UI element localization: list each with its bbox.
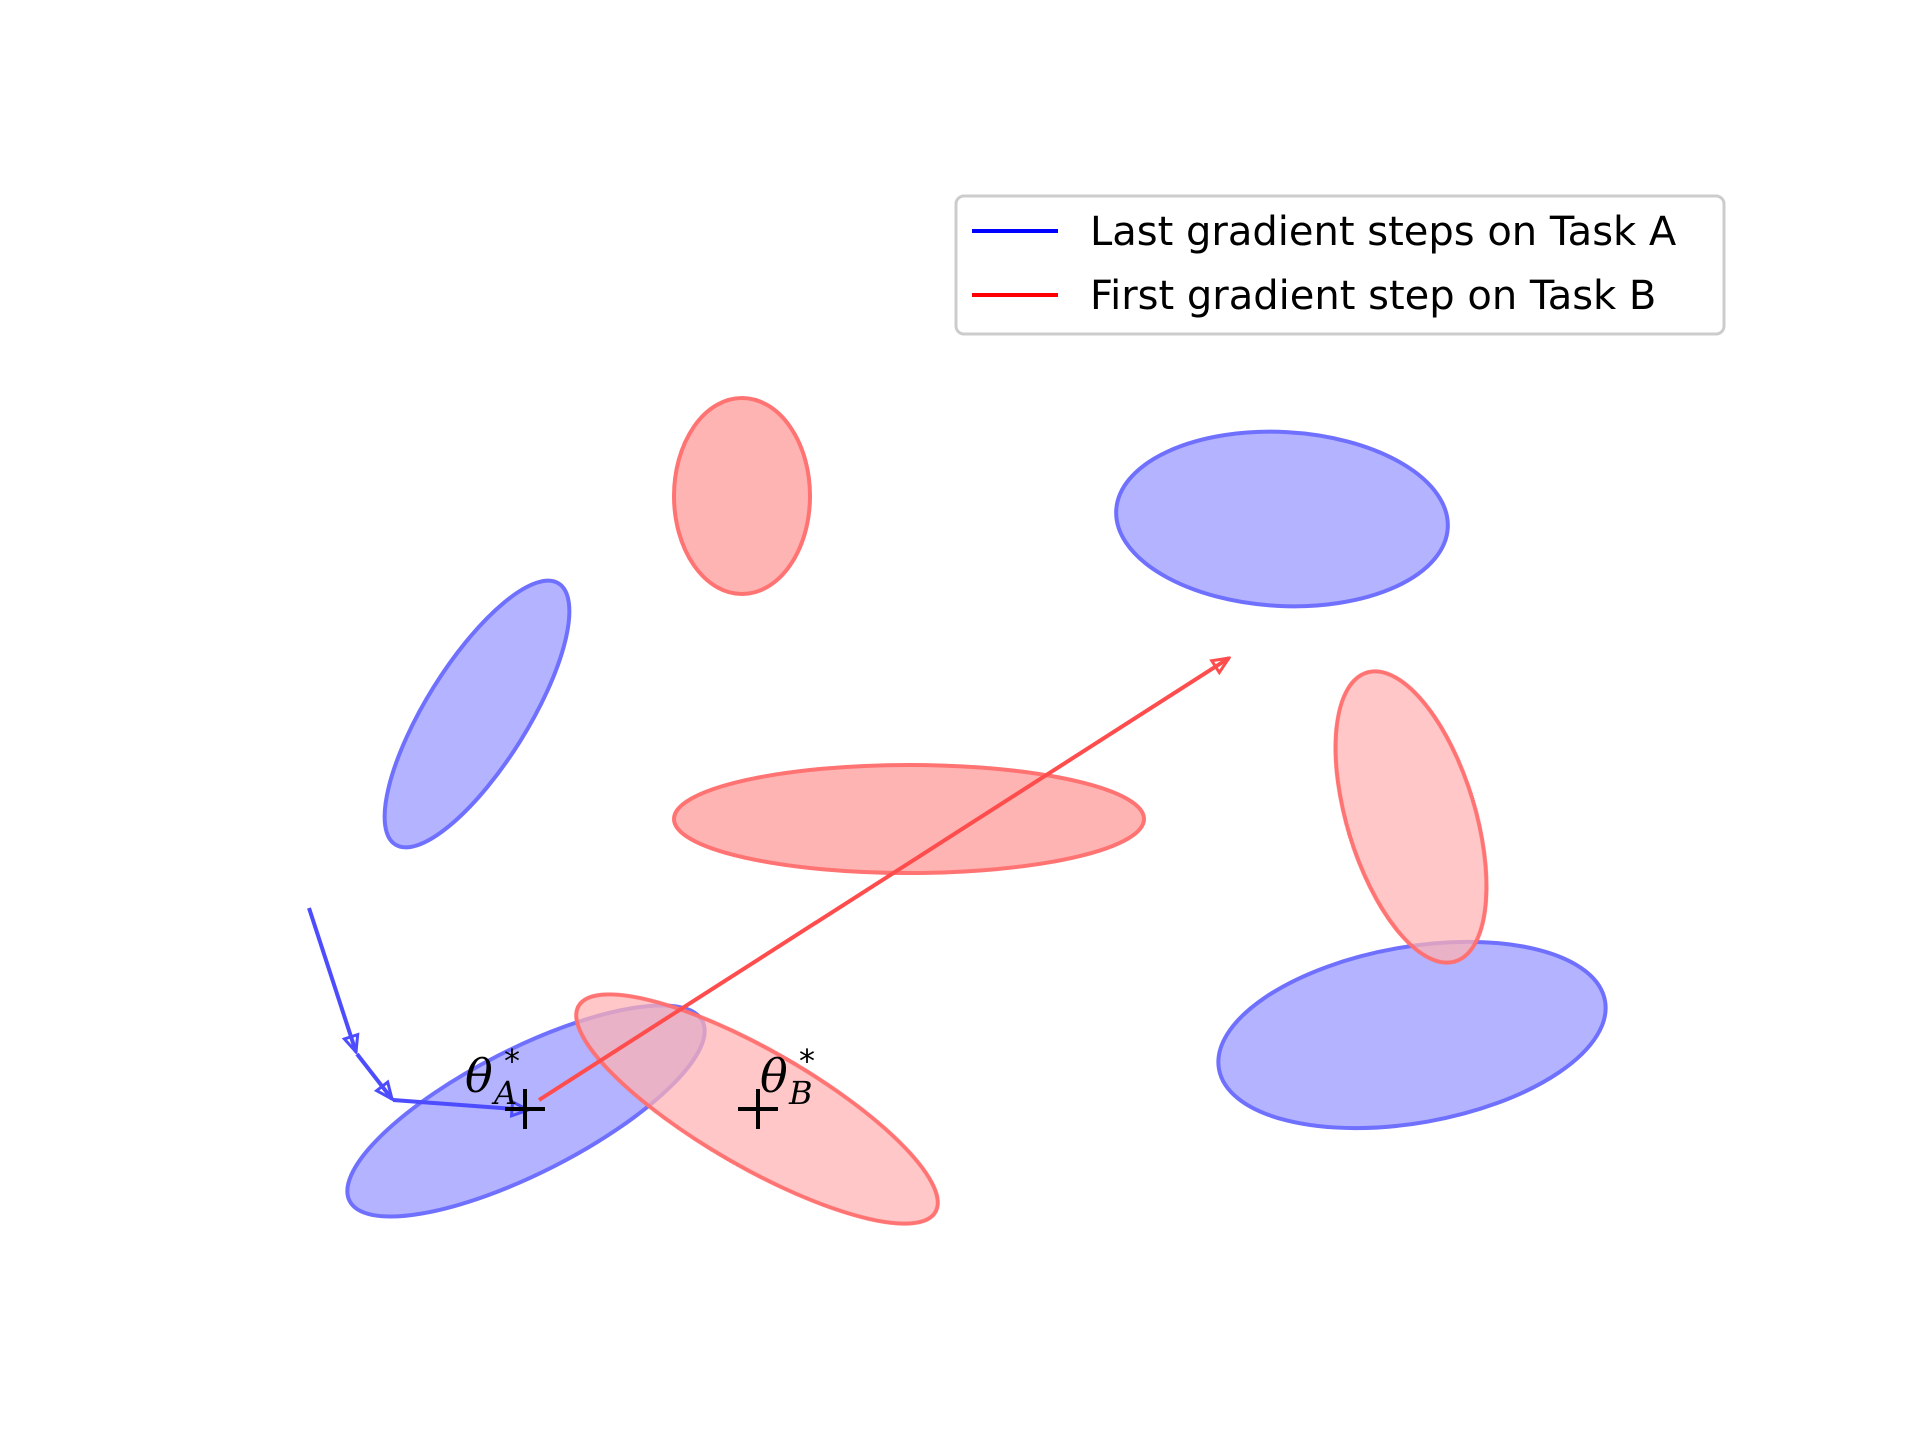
theta-b-subscript: B (788, 1074, 813, 1112)
theta-a-label: θ A * (465, 1042, 520, 1112)
task-b-gradient-step (537, 658, 1229, 1102)
optimum-a-marker (505, 1089, 545, 1129)
task-b-ellipse-center (672, 763, 1146, 875)
theta-b-symbol: θ (760, 1049, 788, 1103)
optimum-b-marker (738, 1089, 778, 1129)
theta-a-superscript: * (504, 1042, 520, 1080)
task-a-step-arrow (355, 1052, 392, 1099)
task-b-regions (574, 396, 1489, 1226)
task-a-ellipse-upper-left (382, 578, 572, 850)
theta-b-superscript: * (799, 1042, 815, 1080)
legend-label-task-a: Last gradient steps on Task A (1090, 209, 1677, 255)
legend-frame (954, 194, 1726, 336)
task-a-ellipse-upper-right (1114, 429, 1450, 609)
task-b-step-arrow (537, 658, 1229, 1102)
task-a-step-arrow (307, 907, 356, 1052)
theta-b-label: θ B * (760, 1042, 815, 1112)
legend-label-task-b: First gradient step on Task B (1090, 273, 1656, 319)
theta-a-symbol: θ (465, 1049, 493, 1103)
theta-a-subscript: A (491, 1074, 517, 1112)
legend: Last gradient steps on Task A First grad… (954, 194, 1726, 336)
task-b-ellipse-top (672, 396, 812, 596)
task-b-ellipse-right (1333, 669, 1489, 965)
task-a-ellipse-lower-right (1216, 939, 1608, 1131)
